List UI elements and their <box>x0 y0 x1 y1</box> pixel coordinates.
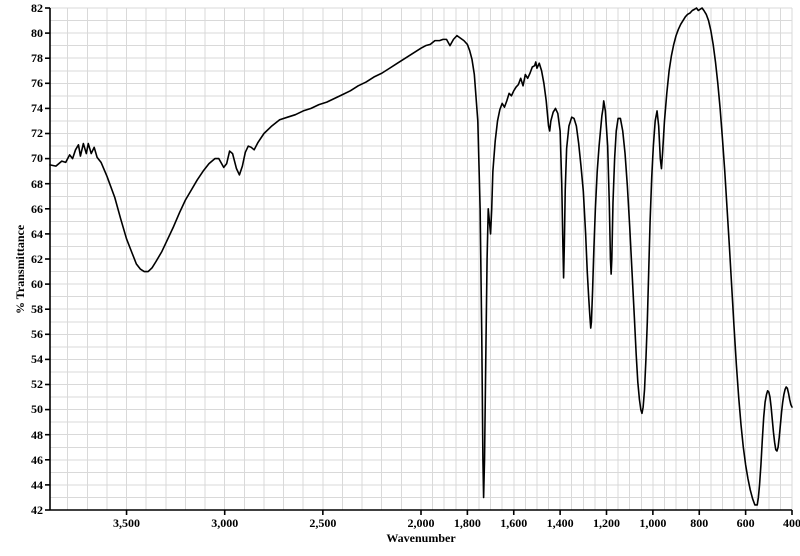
y-tick-label: 68 <box>31 177 43 192</box>
y-tick-label: 72 <box>31 126 43 141</box>
y-tick-label: 52 <box>31 377 43 392</box>
y-tick-label: 44 <box>31 478 43 493</box>
x-tick-label: 1,400 <box>540 516 580 531</box>
chart-svg <box>0 0 800 551</box>
y-tick-label: 46 <box>31 453 43 468</box>
gridlines <box>50 8 792 510</box>
y-tick-label: 54 <box>31 352 43 367</box>
y-tick-label: 80 <box>31 26 43 41</box>
y-tick-label: 56 <box>31 327 43 342</box>
ir-spectrum-chart: 42 44 46 48 50 52 54 56 58 60 62 64 66 68 70 72 74 76 78 80… <box>0 0 800 551</box>
x-tick-label: 600 <box>726 516 766 531</box>
x-tick-label: 1,800 <box>447 516 487 531</box>
y-tick-label: 74 <box>31 101 43 116</box>
y-axis-label: % Transmittance <box>13 225 28 314</box>
y-tick-label: 48 <box>31 428 43 443</box>
x-tick-label: 1,600 <box>494 516 534 531</box>
y-tick-label: 70 <box>31 151 43 166</box>
y-tick-label: 66 <box>31 202 43 217</box>
x-tick-label: 400 <box>772 516 800 531</box>
y-tick-label: 82 <box>31 1 43 16</box>
x-tick-label: 3,000 <box>205 516 245 531</box>
x-tick-label: 1,000 <box>633 516 673 531</box>
y-tick-label: 78 <box>31 51 43 66</box>
y-tick-label: 42 <box>31 503 43 518</box>
x-tick-label: 800 <box>679 516 719 531</box>
axes <box>45 8 792 515</box>
x-tick-label: 1,200 <box>587 516 627 531</box>
y-tick-label: 50 <box>31 402 43 417</box>
y-tick-label: 62 <box>31 252 43 267</box>
y-tick-label: 60 <box>31 277 43 292</box>
y-tick-label: 76 <box>31 76 43 91</box>
y-tick-label: 64 <box>31 227 43 242</box>
x-tick-label: 2,500 <box>303 516 343 531</box>
y-tick-label: 58 <box>31 302 43 317</box>
x-tick-label: 3,500 <box>107 516 147 531</box>
x-tick-label: 2,000 <box>401 516 441 531</box>
x-axis-label: Wavenumber <box>361 531 481 546</box>
